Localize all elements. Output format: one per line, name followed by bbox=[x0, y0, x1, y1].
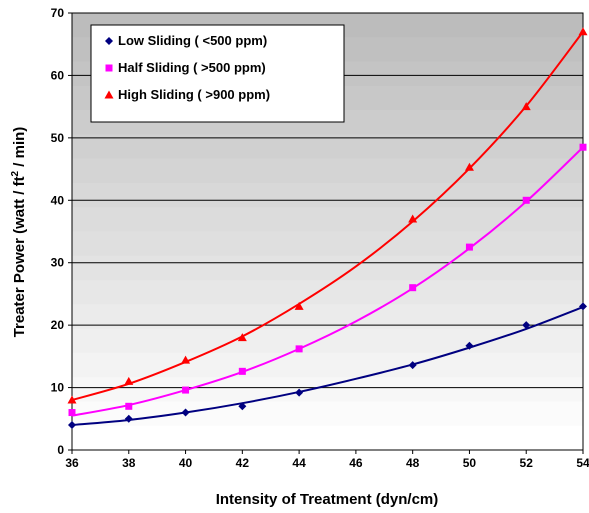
trend-line bbox=[71, 306, 584, 427]
trend-line bbox=[71, 31, 584, 402]
background-band bbox=[72, 401, 583, 427]
data-point bbox=[182, 386, 190, 394]
data-point bbox=[67, 395, 77, 404]
data-point bbox=[68, 421, 76, 430]
y-axis-title-superscript: 2 bbox=[10, 170, 21, 176]
y-tick-label: 50 bbox=[51, 131, 65, 145]
data-point bbox=[522, 321, 531, 330]
background-band bbox=[72, 255, 583, 281]
series-diamond bbox=[68, 302, 587, 430]
y-tick-label: 60 bbox=[51, 68, 65, 82]
data-point bbox=[124, 376, 134, 385]
background-band bbox=[72, 352, 583, 378]
series-layer bbox=[67, 27, 588, 430]
legend-label: Low Sliding ( <500 ppm) bbox=[118, 33, 267, 48]
x-tick-label: 40 bbox=[179, 456, 193, 470]
x-tick-label: 54 bbox=[576, 456, 589, 470]
data-point bbox=[294, 301, 304, 310]
background-band bbox=[72, 231, 583, 257]
y-tick-label: 40 bbox=[51, 193, 65, 207]
data-point bbox=[408, 361, 417, 370]
y-tick-label: 10 bbox=[51, 381, 65, 395]
x-tick-label: 48 bbox=[406, 456, 420, 470]
y-axis-title: Treater Power (watt / ft2 / min) bbox=[10, 127, 28, 338]
x-axis-title: Intensity of Treatment (dyn/cm) bbox=[216, 491, 439, 508]
background-band bbox=[72, 280, 583, 305]
background-band bbox=[72, 425, 583, 451]
trend-line bbox=[71, 146, 584, 417]
data-point bbox=[295, 345, 303, 353]
data-point bbox=[579, 302, 587, 311]
data-point bbox=[181, 408, 190, 417]
background-band bbox=[72, 377, 583, 402]
data-point bbox=[408, 214, 418, 223]
legend-label: High Sliding ( >900 ppm) bbox=[118, 87, 270, 102]
legend-marker bbox=[104, 90, 114, 99]
y-tick-label: 20 bbox=[51, 318, 65, 332]
axis-ticks: 36 38 40 42 44 46 48 50 52 54 0 10 20 30 40 50 60 70 bbox=[51, 6, 589, 470]
legend: Low Sliding ( <500 ppm) Half Sliding ( >5… bbox=[90, 24, 345, 123]
data-point bbox=[522, 196, 530, 204]
data-point bbox=[238, 367, 246, 375]
data-point bbox=[464, 162, 474, 171]
x-tick-label: 52 bbox=[520, 456, 534, 470]
data-point bbox=[237, 333, 247, 342]
background-band bbox=[72, 182, 583, 208]
data-point bbox=[465, 243, 473, 251]
legend-marker bbox=[105, 37, 113, 45]
x-tick-label: 36 bbox=[65, 456, 79, 470]
y-tick-label: 0 bbox=[57, 443, 64, 457]
series-square bbox=[68, 143, 587, 417]
data-point bbox=[465, 341, 474, 350]
background-band bbox=[72, 207, 583, 232]
y-axis-title-rest: / min) bbox=[11, 127, 28, 171]
x-tick-label: 50 bbox=[463, 456, 477, 470]
series-triangle bbox=[67, 27, 588, 404]
data-point bbox=[68, 409, 76, 417]
y-tick-label: 30 bbox=[51, 256, 65, 270]
data-point bbox=[579, 143, 587, 151]
data-point bbox=[238, 402, 247, 411]
legend-label: Half Sliding ( >500 ppm) bbox=[118, 60, 266, 75]
x-tick-label: 42 bbox=[236, 456, 250, 470]
data-point bbox=[578, 27, 588, 36]
x-tick-label: 38 bbox=[122, 456, 136, 470]
data-point bbox=[409, 284, 417, 292]
y-tick-label: 70 bbox=[51, 6, 65, 20]
plot-area-frame bbox=[71, 12, 584, 451]
x-tick-label: 44 bbox=[292, 456, 306, 470]
data-point bbox=[181, 355, 191, 364]
legend-box bbox=[90, 24, 345, 123]
legend-marker bbox=[105, 64, 113, 72]
background-band bbox=[72, 328, 583, 354]
background-band bbox=[72, 158, 583, 184]
data-point bbox=[125, 402, 133, 410]
data-point bbox=[295, 388, 304, 397]
y-axis-title-main: Treater Power (watt / ft bbox=[11, 176, 28, 337]
data-point bbox=[124, 414, 133, 423]
data-point bbox=[521, 102, 531, 111]
x-tick-label: 46 bbox=[349, 456, 363, 470]
